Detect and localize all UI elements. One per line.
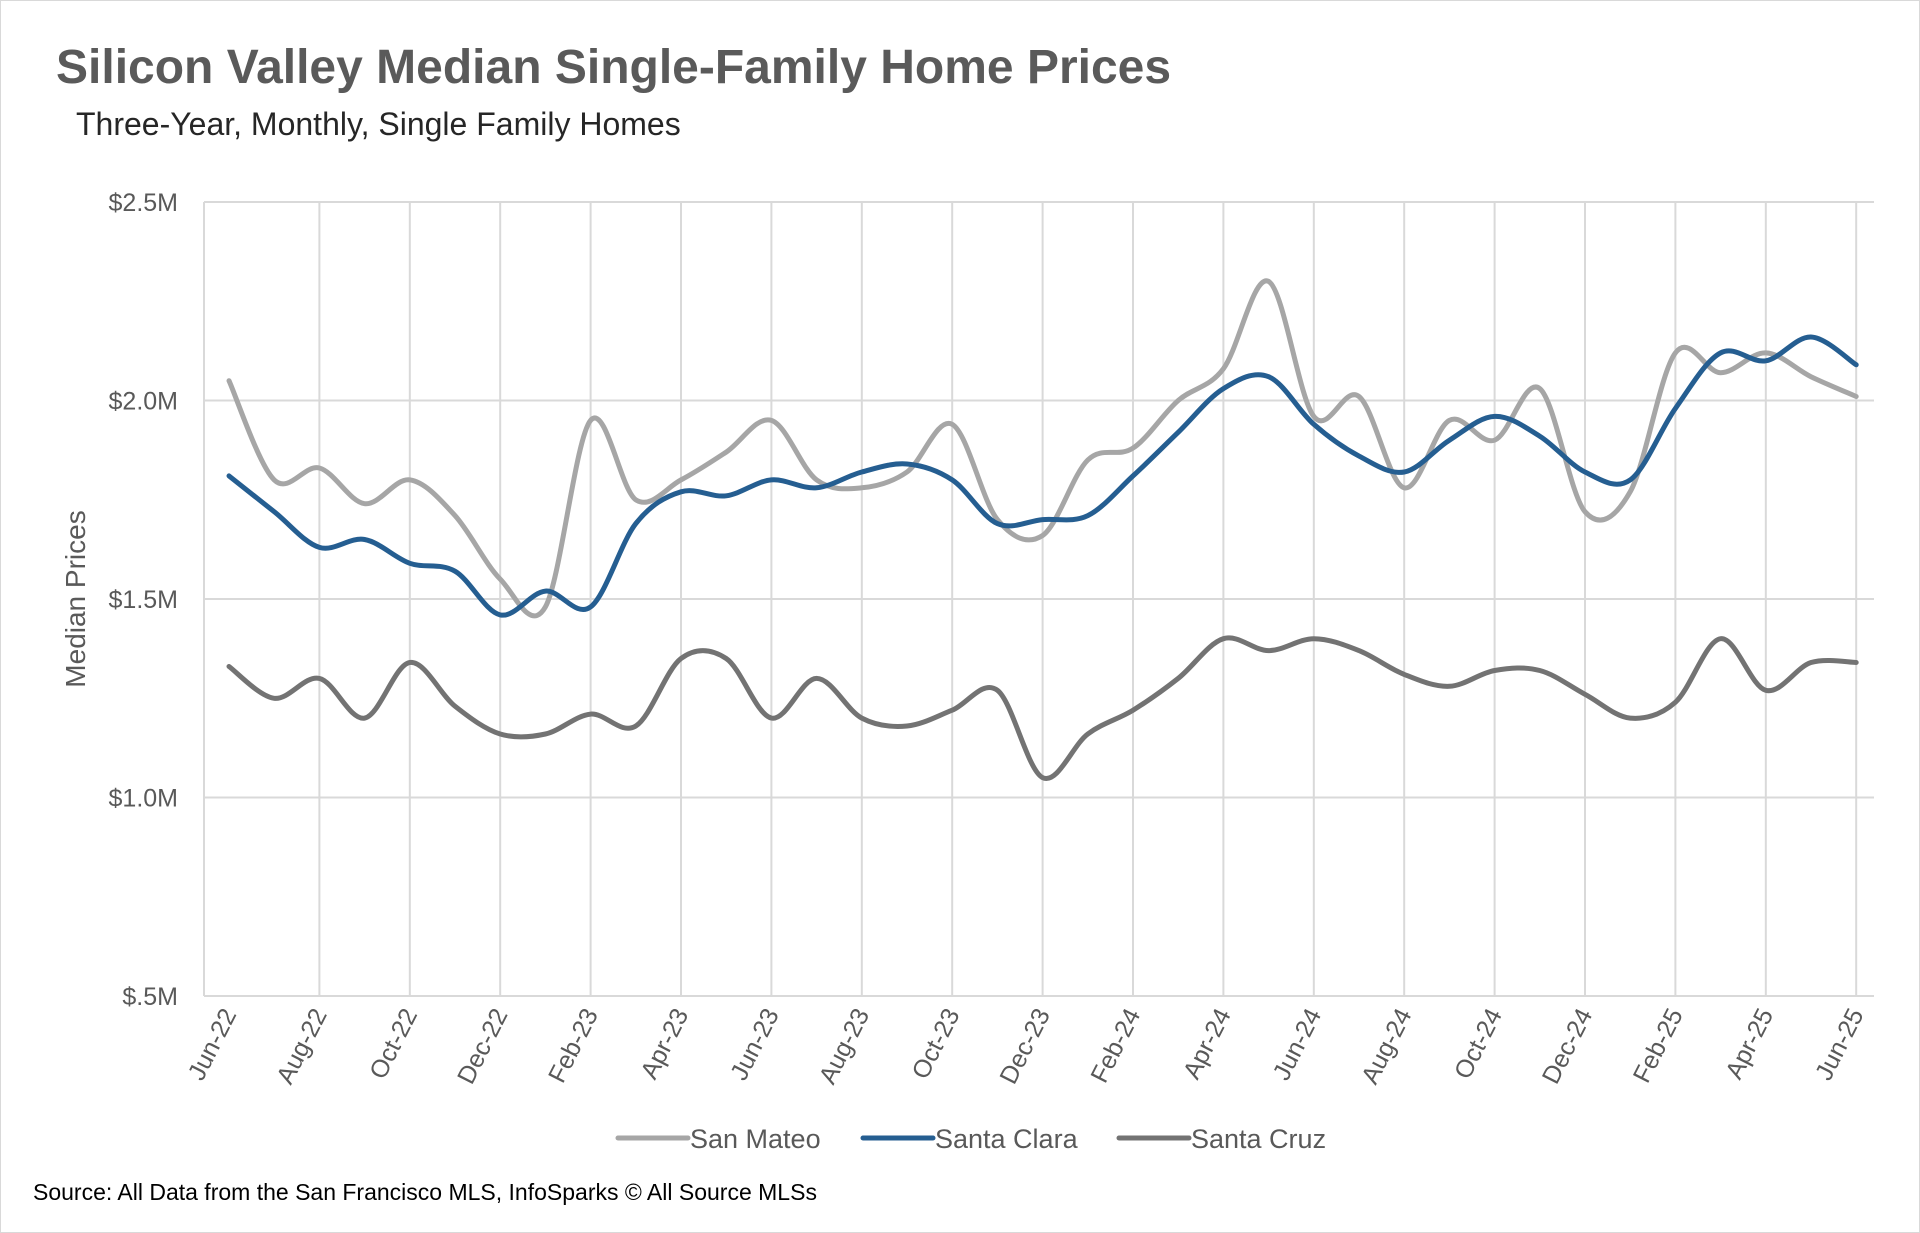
x-tick-label: Jun-25 <box>1810 1004 1870 1085</box>
x-tick-label: Feb-25 <box>1628 1004 1689 1087</box>
x-tick-label: Dec-22 <box>452 1004 514 1089</box>
x-tick-label: Aug-24 <box>1356 1004 1418 1089</box>
series-lines <box>226 278 1859 781</box>
x-tick-label: Dec-24 <box>1537 1004 1599 1089</box>
y-tick-label: $.5M <box>122 983 178 1011</box>
x-axis-ticks: Jun-22 Aug-22 Oct-22 Dec-22 Feb-23 Apr-23 Jun-… <box>183 1004 1870 1089</box>
y-axis-label: Median Prices <box>60 510 91 687</box>
chart-subtitle: Three-Year, Monthly, Single Family Homes <box>76 106 681 142</box>
x-tick-label: Dec-23 <box>994 1004 1056 1089</box>
x-tick-label: Aug-23 <box>814 1004 876 1089</box>
series-line-santa-cruz <box>226 635 1859 781</box>
y-tick-label: $1.5M <box>109 586 178 614</box>
y-tick-label: $2.5M <box>109 189 178 217</box>
series-line-santa-clara <box>226 334 1859 618</box>
x-tick-label: Jun-23 <box>725 1004 785 1085</box>
x-tick-label: Feb-23 <box>543 1004 604 1087</box>
gridlines <box>203 201 1874 997</box>
x-tick-label: Apr-24 <box>1178 1004 1237 1084</box>
x-tick-label: Aug-22 <box>271 1004 333 1089</box>
legend-label-santa-cruz: Santa Cruz <box>1191 1124 1326 1154</box>
x-tick-label: Feb-24 <box>1085 1004 1146 1087</box>
y-axis-ticks: $.5M $1.0M $1.5M $2.0M $2.5M <box>109 189 178 1011</box>
x-tick-label: Oct-24 <box>1449 1004 1508 1084</box>
x-tick-label: Jun-24 <box>1267 1004 1327 1085</box>
y-tick-label: $2.0M <box>109 388 178 416</box>
chart-title: Silicon Valley Median Single-Family Home… <box>56 41 1171 94</box>
x-tick-label: Jun-22 <box>183 1004 243 1085</box>
legend-label-san-mateo: San Mateo <box>690 1124 821 1154</box>
x-tick-label: Apr-23 <box>635 1004 694 1084</box>
legend-label-santa-clara: Santa Clara <box>935 1124 1079 1154</box>
source-note: Source: All Data from the San Francisco … <box>33 1179 817 1205</box>
x-tick-label: Apr-25 <box>1720 1004 1779 1084</box>
legend: San Mateo Santa Clara Santa Cruz <box>615 1124 1326 1154</box>
y-tick-label: $1.0M <box>109 785 178 813</box>
x-tick-label: Oct-22 <box>364 1004 423 1084</box>
x-tick-label: Oct-23 <box>907 1004 966 1084</box>
